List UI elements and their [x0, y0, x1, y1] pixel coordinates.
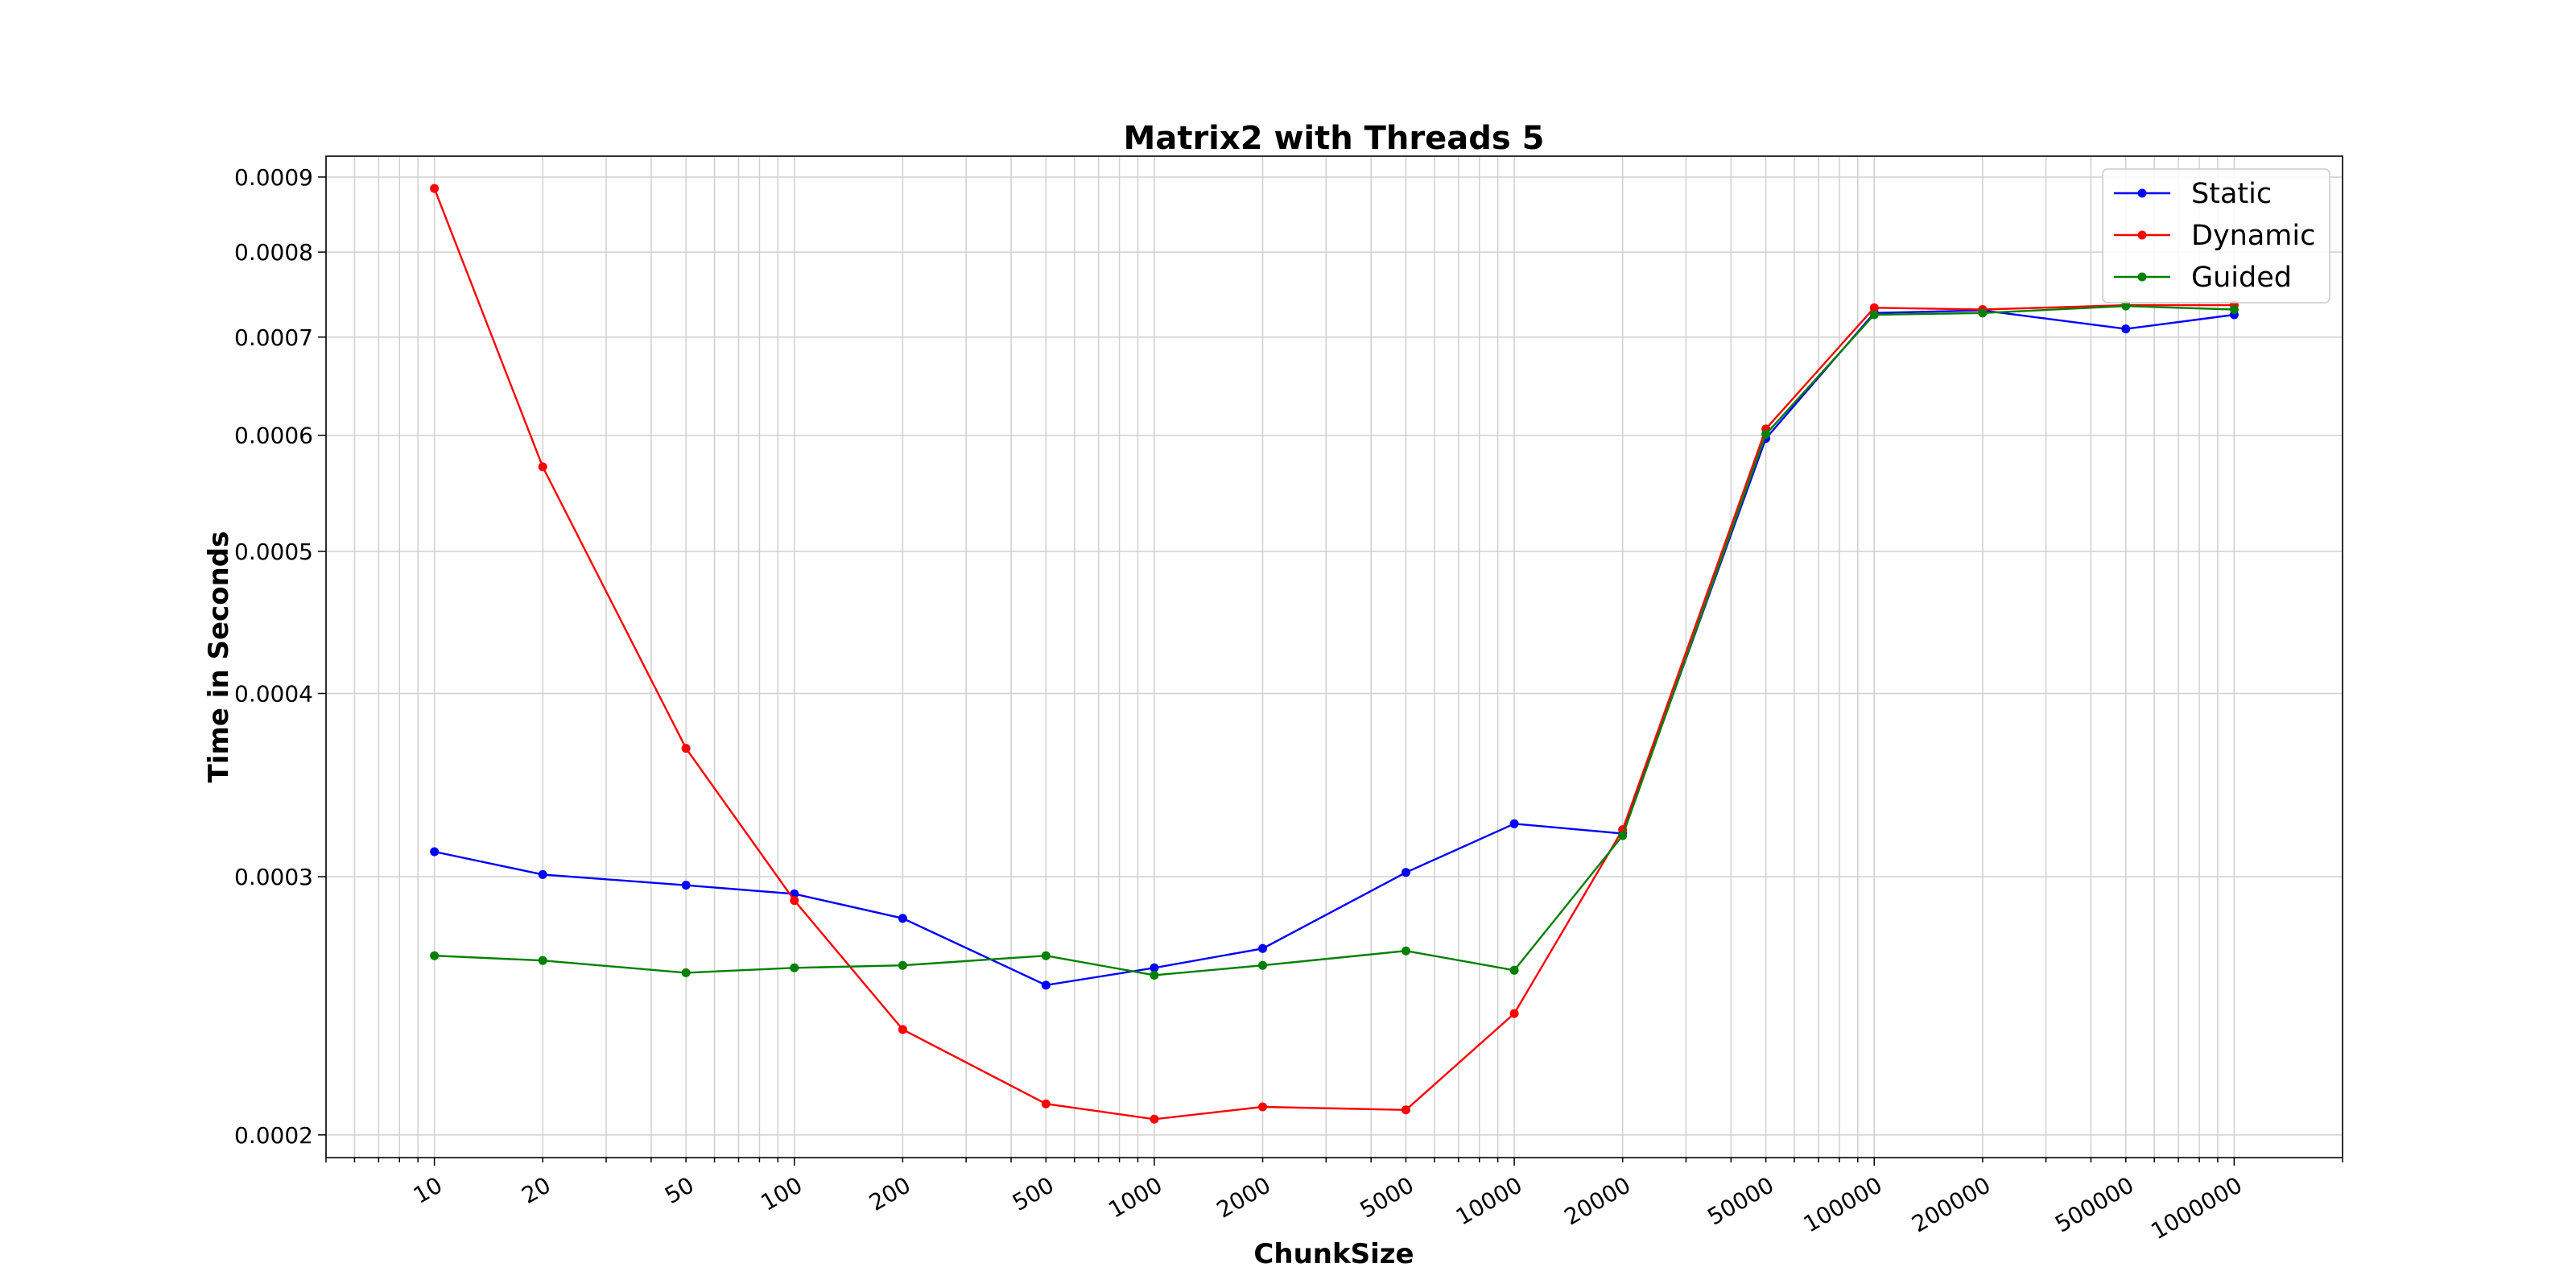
y-axis-label: Time in Seconds: [203, 531, 235, 783]
data-point-dynamic: [1869, 303, 1879, 312]
data-point-dynamic: [790, 896, 799, 906]
data-point-dynamic: [1258, 1102, 1268, 1112]
data-point-dynamic: [538, 462, 547, 472]
grid-lines: [325, 156, 2343, 1158]
data-point-guided: [538, 956, 547, 965]
data-point-dynamic: [430, 184, 440, 193]
y-tick-label: 0.0005: [234, 539, 313, 565]
y-tick-label: 0.0003: [234, 864, 313, 890]
series-lines: [430, 184, 2239, 1124]
legend-marker-dynamic: [2137, 230, 2147, 240]
data-point-guided: [430, 951, 440, 960]
data-point-static: [1401, 868, 1410, 877]
y-tick-label: 0.0006: [234, 423, 313, 449]
data-point-guided: [1978, 308, 1988, 318]
data-point-static: [1041, 980, 1051, 990]
data-point-dynamic: [681, 744, 691, 753]
x-axis-label: ChunkSize: [1253, 1238, 1414, 1270]
data-point-static: [898, 914, 907, 923]
data-point-guided: [1258, 960, 1268, 970]
data-point-guided: [1761, 429, 1771, 439]
y-tick-label: 0.0004: [234, 680, 313, 707]
legend-label-guided: Guided: [2191, 262, 2292, 294]
data-point-guided: [1401, 946, 1410, 956]
series-guided: [430, 301, 2239, 980]
legend-label-static: Static: [2191, 178, 2272, 210]
data-point-dynamic: [1509, 1009, 1519, 1018]
data-point-static: [2121, 324, 2131, 334]
data-point-guided: [1150, 970, 1159, 980]
data-point-guided: [1618, 831, 1628, 840]
y-tick-label: 0.0008: [234, 239, 313, 266]
chart-title: Matrix2 with Threads 5: [1124, 120, 1545, 157]
legend-label-dynamic: Dynamic: [2191, 220, 2315, 252]
data-point-static: [681, 881, 691, 890]
data-point-static: [430, 847, 440, 857]
data-point-guided: [790, 963, 799, 972]
data-point-static: [538, 869, 547, 879]
series-line-static: [434, 309, 2235, 987]
data-point-guided: [1041, 951, 1051, 960]
data-point-dynamic: [1041, 1099, 1051, 1108]
legend-box: [2102, 168, 2330, 303]
series-line-guided: [434, 304, 2235, 976]
legend: Static Dynamic Guided: [2102, 168, 2330, 303]
data-point-guided: [1869, 310, 1879, 320]
data-point-guided: [2121, 301, 2131, 311]
data-point-guided: [681, 968, 691, 977]
y-tick-label: 0.0009: [234, 164, 313, 191]
data-point-guided: [2229, 304, 2239, 314]
data-point-static: [1258, 943, 1268, 953]
data-point-static: [1150, 963, 1159, 972]
data-point-static: [1509, 819, 1519, 828]
series-line-dynamic: [433, 188, 2235, 1121]
y-tick-label: 0.0002: [234, 1122, 313, 1149]
data-point-guided: [1509, 965, 1519, 975]
plot-frame: [325, 155, 2343, 1158]
data-point-dynamic: [1401, 1105, 1410, 1115]
legend-marker-static: [2137, 188, 2147, 198]
y-tick-label: 0.0007: [234, 324, 313, 351]
legend-marker-guided: [2137, 272, 2147, 282]
data-point-dynamic: [898, 1025, 907, 1034]
data-point-guided: [898, 960, 907, 970]
data-point-dynamic: [1150, 1114, 1159, 1124]
